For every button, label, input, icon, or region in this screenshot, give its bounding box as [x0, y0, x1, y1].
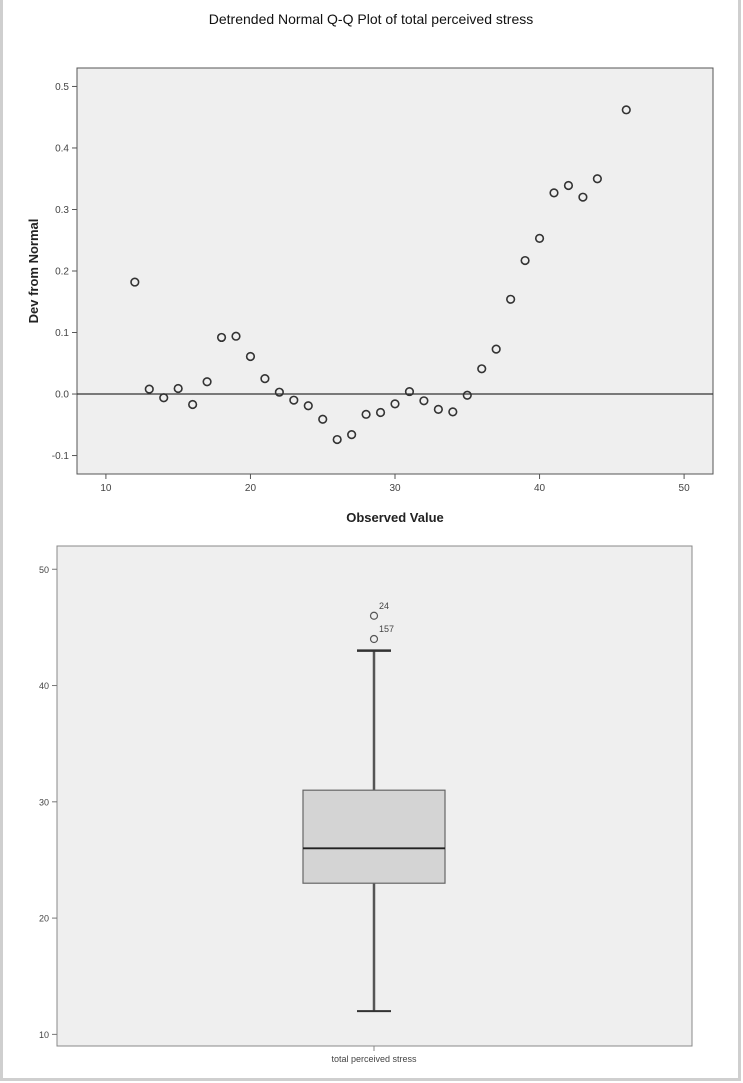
qq-data-point [130, 277, 140, 287]
qq-y-tick-label: 0.0 [55, 390, 69, 401]
qq-x-tick-label: 10 [100, 483, 112, 494]
qq-data-point [318, 414, 328, 424]
qq-y-tick-label: 0.2 [55, 267, 69, 278]
qq-y-tick-label: -0.1 [52, 451, 70, 462]
outlier-label: 157 [379, 624, 394, 634]
qq-data-point [390, 399, 400, 409]
outlier-label: 24 [379, 601, 389, 611]
detrended-qq-plot: Detrended Normal Q-Q Plot of total perce… [26, 11, 714, 525]
qq-x-tick-label: 30 [389, 483, 401, 494]
qq-data-point [303, 401, 313, 411]
qq-y-tick-label: 0.4 [55, 143, 69, 154]
qq-y-tick-label: 0.1 [55, 328, 69, 339]
qq-data-point [534, 233, 545, 243]
qq-data-point [361, 409, 371, 419]
qq-x-axis-title: Observed Value [346, 510, 444, 525]
qq-x-tick-label: 40 [534, 483, 546, 494]
qq-data-point [448, 407, 458, 417]
qq-data-point [332, 434, 342, 445]
qq-y-axis-title: Dev from Normal [26, 219, 41, 324]
qq-data-point [274, 387, 284, 397]
qq-y-axis: -0.1 0.0 0.1 0.2 0.3 0.4 0.5 [52, 82, 77, 462]
qq-data-point [404, 386, 415, 397]
qq-data-point [347, 430, 357, 440]
qq-data-point [289, 395, 299, 405]
qq-data-point [173, 383, 183, 394]
qq-data-point [202, 377, 212, 387]
box-plot: 10 20 30 40 50 24 157 total perceived stress [39, 545, 693, 1064]
outliers: 24 157 [369, 601, 394, 644]
outlier-point [369, 611, 379, 620]
qq-x-tick-label: 20 [245, 483, 257, 494]
box-y-tick-label: 40 [39, 681, 49, 691]
box-x-axis-label: total perceived stress [331, 1054, 417, 1064]
qq-data-point [159, 393, 169, 403]
box-y-axis: 10 20 30 40 50 [39, 565, 57, 1040]
qq-x-tick-label: 50 [679, 483, 691, 494]
qq-data-point [216, 332, 227, 343]
qq-data-point [231, 331, 241, 341]
qq-data-point [419, 396, 429, 406]
qq-data-point [520, 255, 530, 266]
qq-plot-area [76, 67, 714, 475]
outlier-point [369, 634, 379, 644]
box-y-tick-label: 50 [39, 565, 49, 575]
qq-data-point [433, 404, 443, 415]
qq-data-point [477, 364, 487, 374]
qq-points [130, 105, 631, 445]
box-y-tick-label: 10 [39, 1030, 49, 1040]
qq-y-tick-label: 0.3 [55, 205, 69, 216]
qq-data-point [563, 180, 574, 191]
qq-data-point [506, 294, 516, 304]
qq-data-point [621, 105, 631, 115]
qq-data-point [260, 374, 270, 384]
interquartile-box [302, 789, 446, 884]
qq-data-point [462, 390, 472, 400]
qq-data-point [188, 399, 198, 410]
qq-data-point [592, 174, 602, 184]
qq-plot-title: Detrended Normal Q-Q Plot of total perce… [209, 11, 533, 27]
qq-data-point [245, 351, 256, 362]
qq-data-point [491, 344, 501, 354]
qq-y-tick-label: 0.5 [55, 82, 69, 93]
box-y-tick-label: 30 [39, 797, 49, 807]
qq-x-axis: 10 20 30 40 50 [100, 474, 690, 494]
qq-data-point [578, 192, 588, 202]
qq-data-point [144, 384, 154, 394]
qq-data-point [549, 188, 559, 198]
qq-data-point [375, 407, 386, 418]
box-y-tick-label: 20 [39, 914, 49, 924]
